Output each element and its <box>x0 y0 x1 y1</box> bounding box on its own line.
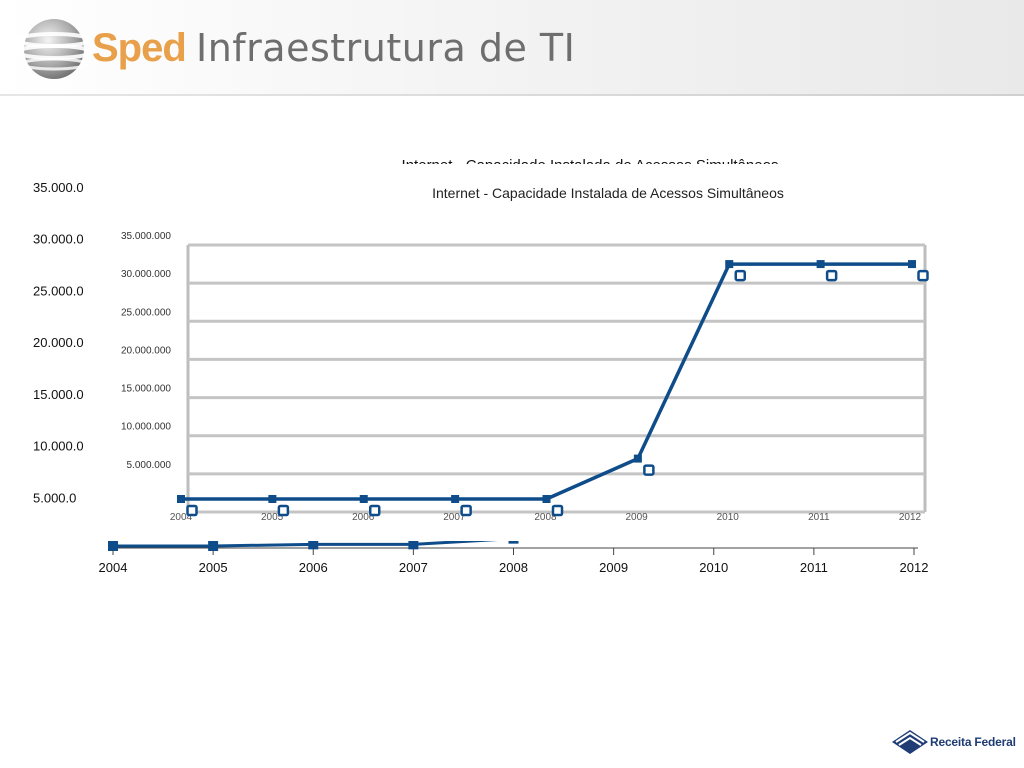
footer-brand: Receita Federal <box>930 735 1016 749</box>
front-shadow-marker <box>734 269 746 282</box>
front-x-tick-label: 2005 <box>261 512 284 523</box>
back-x-tick-label: 2008 <box>499 560 528 575</box>
front-x-tick-label: 2004 <box>170 512 193 523</box>
front-x-tick-label: 2006 <box>352 512 375 523</box>
front-chart: Internet - Capacidade Instalada de Acess… <box>121 185 929 523</box>
back-y-tick-label: 10.000.0 <box>33 439 84 454</box>
back-x-tick-label: 2009 <box>599 560 628 575</box>
front-shadow-marker <box>825 269 838 282</box>
sped-logo-icon <box>16 19 92 79</box>
back-y-tick-label: 20.000.0 <box>33 335 84 350</box>
back-data-point <box>308 539 319 550</box>
front-data-point <box>542 495 551 503</box>
front-shadow-marker <box>277 504 290 517</box>
front-data-point <box>816 260 825 269</box>
front-x-tick-label: 2012 <box>899 512 922 523</box>
back-x-tick-label: 2006 <box>299 560 328 575</box>
back-x-tick-label: 2012 <box>900 560 929 575</box>
front-data-point <box>177 495 185 503</box>
back-y-tick-label: 15.000.0 <box>33 387 84 402</box>
front-x-tick-label: 2011 <box>808 512 830 523</box>
back-y-tick-label: 5.000.0 <box>33 490 76 505</box>
back-data-point <box>208 541 219 551</box>
front-chart-title: Internet - Capacidade Instalada de Acess… <box>432 185 784 201</box>
front-y-tick-label: 20.000.000 <box>121 345 171 356</box>
front-shadow-marker <box>186 504 198 517</box>
front-data-point <box>268 495 277 503</box>
back-x-tick-label: 2007 <box>399 560 428 575</box>
front-data-point <box>633 454 642 463</box>
sped-logo-text: Sped <box>92 26 187 70</box>
front-shadow-marker <box>369 504 381 517</box>
front-data-point <box>725 260 734 269</box>
page-title: Infraestrutura de TI <box>196 26 576 70</box>
back-y-tick-label: 25.000.0 <box>33 283 84 298</box>
front-chart-background <box>94 164 954 541</box>
front-shadow-marker <box>643 464 655 476</box>
front-y-tick-label: 15.000.000 <box>121 384 171 395</box>
back-data-point <box>408 539 419 550</box>
front-data-point <box>451 495 460 503</box>
header-band <box>0 0 1024 96</box>
front-y-tick-label: 10.000.000 <box>121 422 171 433</box>
front-shadow-marker <box>917 269 929 282</box>
front-y-tick-label: 25.000.000 <box>121 307 171 318</box>
back-x-tick-label: 2004 <box>99 560 128 575</box>
back-x-tick-label: 2010 <box>699 560 728 575</box>
back-x-tick-label: 2005 <box>199 560 228 575</box>
front-y-tick-label: 35.000.000 <box>121 231 171 242</box>
receita-federal-logo-icon <box>892 730 928 754</box>
back-y-tick-label: 30.000.0 <box>33 232 84 247</box>
front-x-tick-label: 2009 <box>626 512 649 523</box>
front-data-point <box>359 495 368 503</box>
front-x-tick-label: 2007 <box>443 512 466 523</box>
front-data-point <box>908 260 916 269</box>
back-data-point <box>108 541 118 551</box>
back-x-tick-label: 2011 <box>800 560 828 575</box>
chart-area: Internet - Capacidade Instalada de Acess… <box>33 157 954 575</box>
front-x-tick-label: 2008 <box>534 512 557 523</box>
back-y-tick-label: 35.000.0 <box>33 180 84 195</box>
front-shadow-marker <box>460 504 472 517</box>
front-y-tick-label: 5.000.000 <box>127 460 172 471</box>
front-shadow-marker <box>551 504 564 517</box>
front-y-tick-label: 30.000.000 <box>121 269 171 280</box>
header-divider <box>0 94 1024 96</box>
front-x-tick-label: 2010 <box>717 512 740 523</box>
